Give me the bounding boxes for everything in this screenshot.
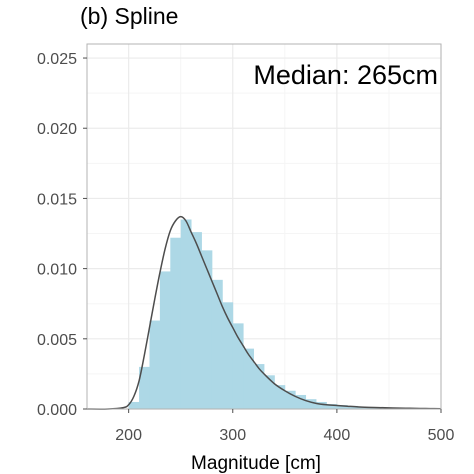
x-axis-label: Magnitude [cm] (191, 453, 321, 474)
histogram-bar (274, 385, 285, 409)
x-tick-label: 300 (219, 427, 246, 444)
y-axis-ticks: 0.000 0.005 0.010 0.015 0.020 0.025 (37, 51, 87, 419)
median-annotation: Median: 265cm (253, 60, 438, 90)
y-tick-label: 0.020 (37, 121, 77, 138)
histogram-bar (170, 238, 181, 409)
chart-title: (b) Spline (80, 3, 178, 29)
histogram-bar (202, 250, 213, 409)
histogram-bar (233, 323, 244, 409)
x-tick-label: 200 (115, 427, 142, 444)
x-axis-ticks: 200 300 400 500 (115, 409, 454, 444)
x-tick-label: 500 (428, 427, 455, 444)
histogram-bar (243, 349, 254, 409)
histogram-bar (264, 375, 275, 409)
y-tick-label: 0.000 (37, 402, 77, 419)
grid-lines (87, 44, 441, 409)
histogram-bar (160, 271, 171, 409)
y-tick-label: 0.025 (37, 51, 77, 68)
histogram-bar (254, 364, 265, 409)
y-tick-label: 0.005 (37, 332, 77, 349)
histogram-bar (181, 219, 192, 409)
histogram-bar (149, 321, 160, 409)
histogram-bar (191, 232, 202, 409)
histogram-bar (212, 280, 223, 409)
y-tick-label: 0.015 (37, 191, 77, 208)
x-tick-label: 400 (324, 427, 351, 444)
y-tick-label: 0.010 (37, 262, 77, 279)
panel-border (87, 44, 441, 409)
